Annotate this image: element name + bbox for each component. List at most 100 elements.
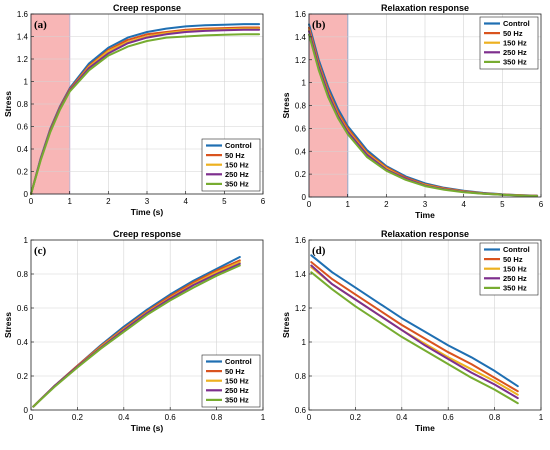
x-tick-label: 5 <box>500 200 505 209</box>
x-tick-label: 3 <box>423 200 428 209</box>
chart-title: Relaxation response <box>381 229 469 239</box>
x-axis-label: Time (s) <box>131 207 164 217</box>
y-tick-label: 0.4 <box>17 338 29 347</box>
x-tick-label: 0.8 <box>211 413 223 422</box>
series-line-5 <box>32 264 241 408</box>
legend-label-4: 250 Hz <box>225 386 249 395</box>
legend-label-3: 150 Hz <box>225 160 249 169</box>
legend-label-2: 50 Hz <box>225 151 245 160</box>
axes-frame <box>30 239 264 411</box>
legend-label-2: 50 Hz <box>503 255 523 264</box>
y-tick-label: 0.8 <box>17 270 29 279</box>
x-tick-label: 4 <box>461 200 466 209</box>
y-tick-label: 1.6 <box>295 236 307 245</box>
x-tick-label: 6 <box>539 200 544 209</box>
x-axis-label: Time (s) <box>131 423 164 433</box>
y-tick-label: 1.4 <box>295 270 307 279</box>
legend-label-3: 150 Hz <box>503 38 527 47</box>
y-tick-label: 0.8 <box>295 102 307 111</box>
x-tick-label: 3 <box>145 197 150 206</box>
x-tick-label: 4 <box>183 197 188 206</box>
y-tick-label: 1.2 <box>295 56 307 65</box>
x-tick-label: 0.6 <box>443 413 455 422</box>
panel-tag: (d) <box>312 245 326 257</box>
series-line-4 <box>310 264 519 400</box>
y-tick-label: 0 <box>302 193 307 202</box>
x-tick-label: 0.4 <box>118 413 130 422</box>
y-tick-label: 0.6 <box>295 124 307 133</box>
y-tick-label: 0 <box>24 190 29 199</box>
y-tick-label: 1.6 <box>17 10 29 19</box>
x-tick-label: 0 <box>307 413 312 422</box>
chart-title: Creep response <box>113 3 181 13</box>
y-tick-label: 1 <box>24 78 29 87</box>
y-tick-label: 0.8 <box>17 100 29 109</box>
series-line-1 <box>310 254 519 388</box>
chart-title: Relaxation response <box>381 3 469 13</box>
legend-label-5: 350 Hz <box>503 58 527 67</box>
legend-label-3: 150 Hz <box>225 376 249 385</box>
x-tick-label: 0.2 <box>350 413 362 422</box>
legend-label-5: 350 Hz <box>225 396 249 405</box>
y-tick-label: 0.2 <box>17 372 29 381</box>
panel-tag: (b) <box>312 19 326 31</box>
x-tick-label: 1 <box>539 413 544 422</box>
x-tick-label: 0.8 <box>489 413 501 422</box>
legend-label-2: 50 Hz <box>503 29 523 38</box>
x-tick-label: 0 <box>307 200 312 209</box>
legend-label-1: Control <box>503 245 530 254</box>
legend-label-5: 350 Hz <box>503 284 527 293</box>
y-tick-label: 0.6 <box>295 406 307 415</box>
panel-d: 0 0.2 0.4 0.6 0.8 1 0.6 0.8 1 1.2 1.4 1.6 Relaxation… <box>281 229 544 433</box>
x-tick-label: 5 <box>222 197 227 206</box>
x-tick-label: 0.4 <box>396 413 408 422</box>
y-axis-label: Stress <box>281 312 291 338</box>
y-tick-label: 0.8 <box>295 372 307 381</box>
legend-label-5: 350 Hz <box>225 180 249 189</box>
y-tick-label: 0.4 <box>17 145 29 154</box>
x-tick-label: 0 <box>29 413 34 422</box>
x-tick-label: 1 <box>345 200 350 209</box>
x-tick-label: 0.2 <box>72 413 84 422</box>
y-tick-label: 1.2 <box>17 55 29 64</box>
y-tick-label: 1.6 <box>295 10 307 19</box>
series-line-2 <box>310 261 519 393</box>
legend-label-3: 150 Hz <box>503 264 527 273</box>
y-tick-label: 1 <box>302 338 307 347</box>
y-tick-label: 1.4 <box>17 33 29 42</box>
y-tick-label: 1.2 <box>295 304 307 313</box>
series-line-5 <box>30 33 261 195</box>
x-tick-label: 1 <box>261 413 266 422</box>
series-line-5 <box>310 271 519 405</box>
legend-label-4: 250 Hz <box>225 170 249 179</box>
y-tick-label: 0.2 <box>295 170 307 179</box>
panel-c: 0 0.2 0.4 0.6 0.8 1 0 0.2 0.4 0.6 0.8 1 Creep respon… <box>3 229 266 433</box>
legend-label-1: Control <box>503 19 530 28</box>
y-tick-label: 1 <box>302 79 307 88</box>
series-line-5 <box>308 33 539 197</box>
panel-a: 0 1 2 3 4 5 6 0 0.2 0.4 0.6 0.8 1 1.2 1.4 1.6 Creep resp… <box>3 3 266 217</box>
panel-tag: (c) <box>34 245 47 257</box>
legend-label-1: Control <box>225 357 252 366</box>
chart-title: Creep response <box>113 229 181 239</box>
y-tick-label: 0.6 <box>17 304 29 313</box>
x-tick-label: 2 <box>106 197 111 206</box>
legend-label-2: 50 Hz <box>225 367 245 376</box>
x-tick-label: 0 <box>29 197 34 206</box>
x-axis-label: Time <box>415 423 435 433</box>
y-tick-label: 0.4 <box>295 147 307 156</box>
legend-label-1: Control <box>225 141 252 150</box>
y-axis-label: Stress <box>3 91 13 117</box>
y-tick-label: 1.4 <box>295 33 307 42</box>
legend-label-4: 250 Hz <box>503 48 527 57</box>
y-axis-label: Stress <box>3 312 13 338</box>
legend-label-4: 250 Hz <box>503 274 527 283</box>
panel-b: 0 1 2 3 4 5 6 0 0.2 0.4 0.6 0.8 1 1.2 1.4 1.6 Relaxation… <box>281 3 544 220</box>
y-tick-label: 0.2 <box>17 168 29 177</box>
x-tick-label: 6 <box>261 197 266 206</box>
y-tick-label: 1 <box>24 236 29 245</box>
panel-tag: (a) <box>34 19 47 31</box>
